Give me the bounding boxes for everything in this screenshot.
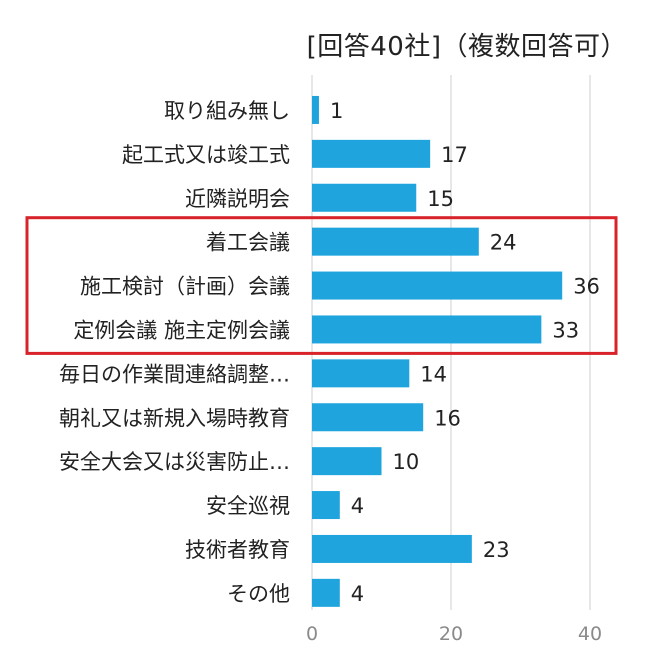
bar (312, 227, 479, 256)
data-label: 15 (427, 187, 454, 211)
category-label: 安全大会又は災害防止… (59, 450, 290, 474)
data-label: 33 (552, 318, 579, 342)
category-label: 着工会議 (206, 231, 290, 255)
category-label: 朝礼又は新規入場時教育 (59, 406, 290, 430)
x-tick-label: 20 (439, 623, 463, 645)
bar (312, 403, 424, 432)
highlight-box (25, 216, 618, 355)
data-label: 23 (483, 538, 510, 562)
data-label: 1 (330, 99, 343, 123)
data-label: 24 (490, 231, 517, 255)
category-label: 起工式又は竣工式 (122, 143, 290, 167)
bar (312, 534, 472, 563)
bar (312, 95, 319, 124)
category-label: 近隣説明会 (185, 187, 290, 211)
bar (312, 359, 410, 388)
data-label: 14 (420, 362, 447, 386)
chart-subtitle: [回答40社]（複数回答可） (306, 32, 627, 62)
category-label: 安全巡視 (206, 494, 290, 518)
category-label: その他 (227, 582, 290, 606)
x-tick-label: 0 (306, 623, 318, 645)
bar (312, 447, 382, 476)
category-label: 毎日の作業間連絡調整… (59, 362, 290, 386)
x-tick-label: 40 (578, 623, 602, 645)
data-label: 16 (434, 406, 461, 430)
bar (312, 491, 340, 520)
bar (312, 578, 340, 607)
bar (312, 139, 431, 168)
bar (312, 271, 563, 300)
bar (312, 315, 542, 344)
data-label: 36 (573, 275, 600, 299)
data-label: 10 (393, 450, 420, 474)
category-label: 取り組み無し (164, 99, 290, 123)
bar (312, 183, 417, 212)
category-label: 技術者教育 (185, 538, 290, 562)
data-label: 4 (351, 494, 364, 518)
category-label: 施工検討（計画）会議 (80, 275, 290, 299)
data-label: 4 (351, 582, 364, 606)
category-label: 定例会議 施主定例会議 (73, 318, 290, 342)
data-label: 17 (441, 143, 468, 167)
